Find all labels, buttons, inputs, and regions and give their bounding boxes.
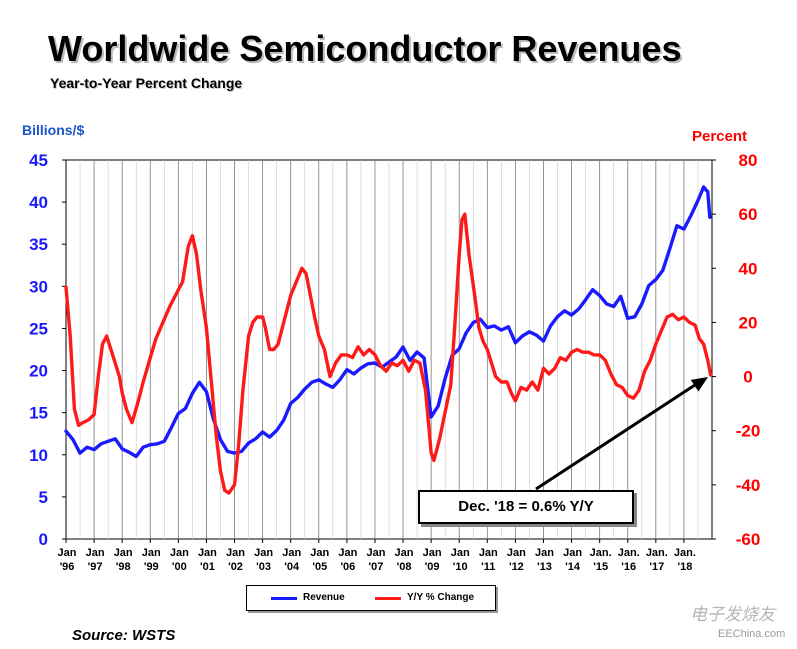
watermark-site: EEChina.com bbox=[718, 628, 786, 640]
x-tick-label-bottom: '04 bbox=[284, 561, 300, 573]
x-tick-label-bottom: '97 bbox=[88, 561, 103, 573]
x-tick-label-bottom: '16 bbox=[621, 561, 636, 573]
x-tick-label-top: Jan bbox=[535, 547, 554, 559]
x-tick-label-bottom: '18 bbox=[677, 561, 692, 573]
right-tick-label: 60 bbox=[739, 205, 758, 224]
x-tick-label-top: Jan bbox=[423, 547, 442, 559]
legend-label-yoy: Y/Y % Change bbox=[407, 592, 475, 603]
x-tick-label-bottom: '08 bbox=[397, 561, 412, 573]
series-line-yoy bbox=[64, 212, 713, 495]
left-axis-label: Billions/$ bbox=[22, 122, 85, 138]
x-tick-label-top: Jan bbox=[451, 547, 470, 559]
legend-swatch-revenue bbox=[271, 597, 297, 600]
x-tick-label-top: Jan bbox=[226, 547, 245, 559]
x-tick-label-top: Jan bbox=[170, 547, 189, 559]
x-tick-label-bottom: '15 bbox=[593, 561, 608, 573]
x-tick-label-bottom: '06 bbox=[340, 561, 355, 573]
right-tick-label: 0 bbox=[743, 368, 752, 387]
x-tick-label-bottom: '14 bbox=[565, 561, 581, 573]
x-tick-label-top: Jan bbox=[507, 547, 526, 559]
series-lines bbox=[64, 185, 713, 495]
legend: Revenue Y/Y % Change bbox=[246, 585, 496, 611]
x-tick-label-bottom: '17 bbox=[649, 561, 664, 573]
x-tick-label-top: Jan. bbox=[618, 547, 640, 559]
callout-box: Dec. '18 = 0.6% Y/Y bbox=[418, 490, 634, 524]
grid-lines bbox=[79, 160, 699, 539]
x-tick-label-top: Jan. bbox=[646, 547, 668, 559]
callout-arrow bbox=[535, 376, 708, 491]
x-tick-label-top: Jan bbox=[86, 547, 105, 559]
x-tick-label-bottom: '96 bbox=[60, 561, 75, 573]
source-note: Source: WSTS bbox=[72, 627, 176, 644]
x-tick-label-top: Jan bbox=[395, 547, 414, 559]
callout-arrow-head bbox=[690, 376, 708, 392]
x-tick-label-top: Jan bbox=[563, 547, 582, 559]
x-tick-label-bottom: '13 bbox=[537, 561, 552, 573]
right-tick-label: 40 bbox=[739, 259, 758, 278]
x-tick-label-top: Jan bbox=[310, 547, 329, 559]
x-tick-label-top: Jan bbox=[114, 547, 133, 559]
chart-subtitle: Year-to-Year Percent Change bbox=[50, 75, 243, 91]
x-tick-label-top: Jan bbox=[142, 547, 161, 559]
x-tick-label-bottom: '09 bbox=[425, 561, 440, 573]
left-tick-label: 5 bbox=[39, 488, 48, 507]
x-tick-label-bottom: '99 bbox=[144, 561, 159, 573]
x-tick-label-bottom: '12 bbox=[509, 561, 524, 573]
right-axis-label: Percent bbox=[692, 128, 748, 145]
legend-swatch-yoy bbox=[375, 597, 401, 600]
x-tick-label-bottom: '03 bbox=[256, 561, 271, 573]
x-tick-label-top: Jan bbox=[366, 547, 385, 559]
left-tick-label: 45 bbox=[29, 151, 48, 170]
x-tick-label-bottom: '01 bbox=[200, 561, 215, 573]
right-tick-label: -60 bbox=[736, 530, 761, 549]
right-tick-label: -20 bbox=[736, 422, 761, 441]
x-tick-label-top: Jan bbox=[338, 547, 357, 559]
x-tick-label-top: Jan. bbox=[674, 547, 696, 559]
x-tick-label-top: Jan. bbox=[590, 547, 612, 559]
x-tick-label-top: Jan bbox=[479, 547, 498, 559]
tick-labels: 0 5 10 15 20 25 30 35 40 45 -60 -40 -20 0 20 40 60 80 Jan '… bbox=[29, 151, 760, 573]
x-tick-label-bottom: '02 bbox=[228, 561, 243, 573]
x-tick-label-bottom: '05 bbox=[312, 561, 327, 573]
x-tick-label-bottom: '00 bbox=[172, 561, 187, 573]
x-tick-label-bottom: '11 bbox=[481, 561, 495, 573]
left-tick-label: 0 bbox=[39, 530, 48, 549]
left-tick-label: 35 bbox=[29, 235, 48, 254]
x-tick-label-bottom: '98 bbox=[116, 561, 131, 573]
right-tick-label: 20 bbox=[739, 313, 758, 332]
watermark: 电子发烧友 bbox=[690, 605, 775, 624]
chart-title: Worldwide Semiconductor Revenues bbox=[48, 28, 682, 69]
left-tick-label: 25 bbox=[29, 319, 48, 338]
left-tick-label: 40 bbox=[29, 193, 48, 212]
left-tick-label: 20 bbox=[29, 362, 48, 381]
right-tick-label: -40 bbox=[736, 476, 761, 495]
right-tick-label: 80 bbox=[739, 151, 758, 170]
x-tick-label-top: Jan bbox=[254, 547, 273, 559]
x-tick-label-top: Jan bbox=[58, 547, 77, 559]
left-tick-label: 15 bbox=[29, 404, 48, 423]
x-tick-label-bottom: '07 bbox=[369, 561, 384, 573]
left-tick-label: 30 bbox=[29, 277, 48, 296]
x-tick-label-top: Jan bbox=[282, 547, 301, 559]
axes bbox=[62, 159, 716, 543]
left-tick-label: 10 bbox=[29, 446, 48, 465]
callout-arrow-line bbox=[535, 381, 699, 491]
series-line-revenue bbox=[64, 185, 712, 459]
x-tick-label-top: Jan bbox=[198, 547, 217, 559]
x-tick-label-bottom: '10 bbox=[453, 561, 468, 573]
legend-label-revenue: Revenue bbox=[303, 592, 345, 603]
